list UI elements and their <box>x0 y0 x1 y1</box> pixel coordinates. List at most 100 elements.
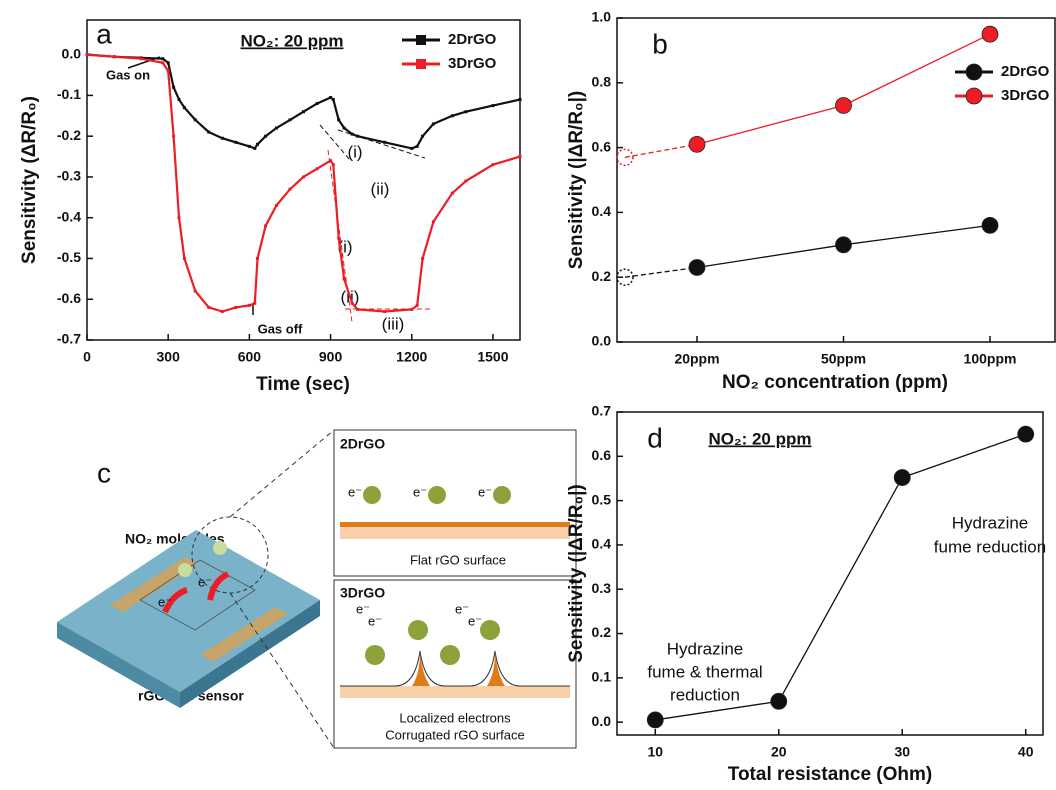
marker <box>113 55 116 58</box>
x-tick-label: 20ppm <box>674 351 719 367</box>
marker <box>894 470 910 486</box>
marker <box>337 237 340 240</box>
y-tick-label: -0.4 <box>57 208 81 224</box>
legend-label: 2DrGO <box>1001 63 1050 80</box>
molecule <box>363 486 381 504</box>
annotation: fume reduction <box>934 537 1046 556</box>
molecule <box>480 620 500 640</box>
marker <box>172 135 175 138</box>
x-tick-label: 300 <box>157 349 181 365</box>
marker <box>194 118 197 121</box>
annotation: Gas off <box>258 321 303 336</box>
annotation: reduction <box>670 685 740 704</box>
marker <box>302 110 305 113</box>
y-axis-label: Sensitivity (|ΔR/R₀|) <box>566 484 587 663</box>
marker <box>836 97 852 113</box>
x-tick-label: 0 <box>83 349 91 365</box>
marker <box>519 98 522 101</box>
marker <box>172 86 175 89</box>
marker <box>207 131 210 134</box>
y-tick-label: 1.0 <box>592 9 612 25</box>
marker <box>161 61 164 64</box>
marker <box>383 141 386 144</box>
molecule <box>440 645 460 665</box>
chart-title: NO₂: 20 ppm <box>241 31 344 50</box>
chart-title: NO₂: 20 ppm <box>709 429 812 448</box>
marker <box>771 693 787 709</box>
marker <box>332 98 335 101</box>
electron-label: e⁻ <box>348 484 362 499</box>
y-tick-label: 0.0 <box>592 333 612 349</box>
marker <box>248 304 251 307</box>
molecule <box>178 563 192 577</box>
series-segment <box>697 105 844 144</box>
y-tick-label: 0.6 <box>592 138 612 154</box>
marker <box>491 104 494 107</box>
x-tick-label: 50ppm <box>821 351 866 367</box>
annotation: fume & thermal <box>647 662 762 681</box>
electron-label: e⁻ <box>455 601 469 616</box>
x-axis-label: NO₂ concentration (ppm) <box>722 372 948 393</box>
marker <box>421 135 424 138</box>
marker <box>316 102 319 105</box>
marker <box>464 180 467 183</box>
marker <box>178 98 181 101</box>
marker <box>351 302 354 305</box>
zoom-line <box>230 430 334 517</box>
x-axis-label: Total resistance (Ohm) <box>728 764 932 785</box>
x-tick-label: 20 <box>771 744 787 760</box>
molecule <box>408 620 428 640</box>
y-tick-label: -0.2 <box>57 127 81 143</box>
marker <box>421 257 424 260</box>
x-tick-label: 40 <box>1018 744 1034 760</box>
marker <box>167 69 170 72</box>
legend-marker <box>966 64 982 80</box>
marker <box>351 133 354 136</box>
marker <box>647 712 663 728</box>
panel-label: a <box>96 18 112 49</box>
marker <box>264 135 267 138</box>
marker <box>416 145 419 148</box>
x-tick-label: 1200 <box>396 349 427 365</box>
marker <box>432 220 435 223</box>
y-tick-label: 0.4 <box>592 536 612 552</box>
marker <box>248 145 251 148</box>
marker <box>337 118 340 121</box>
marker <box>410 308 413 311</box>
marker <box>178 216 181 219</box>
electron-label: e⁻ <box>413 484 427 499</box>
panel-label: d <box>647 422 663 453</box>
marker <box>288 188 291 191</box>
marker <box>194 290 197 293</box>
x-tick-label: 10 <box>647 744 663 760</box>
electron-label: e⁻ <box>368 613 382 628</box>
y-tick-label: 0.3 <box>592 580 612 596</box>
caption: Corrugated rGO surface <box>385 727 524 742</box>
marker <box>332 163 335 166</box>
y-tick-label: 0.8 <box>592 74 612 90</box>
marker <box>982 217 998 233</box>
electron-label: e⁻ <box>198 574 212 589</box>
electron-label: e⁻ <box>468 613 482 628</box>
plot-frame <box>617 18 1055 342</box>
annotation: Hydrazine <box>667 639 744 658</box>
series-segment <box>625 267 697 277</box>
marker <box>221 310 224 313</box>
x-tick-label: 600 <box>238 349 262 365</box>
y-tick-label: 0.6 <box>592 447 612 463</box>
marker <box>234 141 237 144</box>
y-tick-label: 0.2 <box>592 268 612 284</box>
annotation: (i) <box>347 142 362 161</box>
y-tick-label: 0.5 <box>592 491 612 507</box>
marker <box>982 26 998 42</box>
marker <box>253 147 256 150</box>
substrate <box>340 686 570 698</box>
legend-marker <box>416 59 426 69</box>
y-tick-label: -0.7 <box>57 331 81 347</box>
marker <box>183 106 186 109</box>
marker <box>316 167 319 170</box>
y-tick-label: -0.5 <box>57 249 81 265</box>
marker <box>207 306 210 309</box>
diagram: c NO₂ molecules rGO-gas sensor e⁻ e⁻ 2Dr… <box>57 430 576 748</box>
marker <box>689 259 705 275</box>
